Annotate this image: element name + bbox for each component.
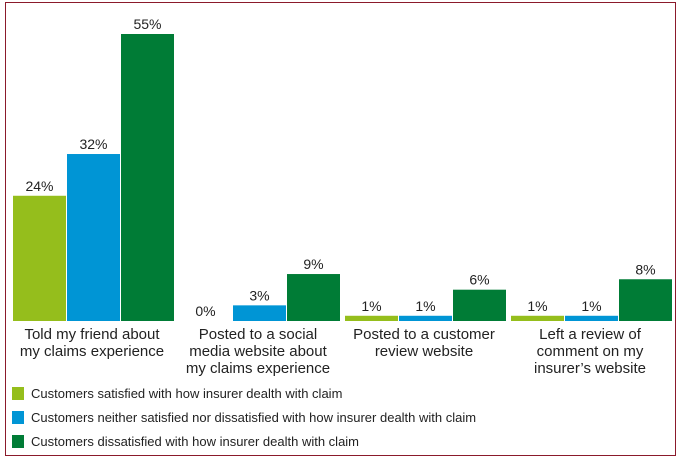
data-label: 3% — [249, 287, 269, 303]
category-label-line: my claims experience — [19, 343, 165, 360]
bar — [619, 279, 672, 321]
bar — [67, 154, 120, 321]
data-label: 1% — [361, 298, 381, 314]
legend-swatch — [12, 387, 24, 400]
category-label: Left a review of comment on my insurer’s w… — [507, 326, 673, 377]
category-label: Told my friend about my claims experience — [9, 326, 175, 360]
data-label: 6% — [469, 272, 489, 288]
bar — [511, 315, 564, 321]
legend-swatch — [12, 435, 24, 448]
category-label-line: my claims experience — [185, 360, 331, 377]
category-label: Posted to a social media website about my … — [175, 326, 341, 377]
bar — [233, 305, 286, 321]
data-label: 0% — [195, 303, 215, 319]
data-label: 55% — [133, 16, 161, 32]
bar — [399, 315, 452, 321]
legend-item: Customers dissatisfied with how insurer … — [12, 434, 359, 449]
bar — [13, 195, 66, 321]
data-label: 1% — [527, 298, 547, 314]
category-label-line: Posted to a customer — [353, 326, 495, 343]
category-label-line: Left a review of — [539, 326, 641, 343]
category-label-line: Posted to a social — [198, 326, 318, 343]
bar — [287, 274, 340, 321]
legend-item: Customers neither satisfied nor dissatis… — [12, 410, 476, 425]
data-label: 1% — [415, 298, 435, 314]
bar — [121, 34, 174, 321]
category-label-line: review website — [374, 343, 474, 360]
legend-label: Customers neither satisfied nor dissatis… — [31, 410, 477, 425]
category-label-line: insurer’s website — [534, 360, 646, 377]
data-label: 9% — [303, 256, 323, 272]
category-label: Posted to a customer review website — [341, 326, 507, 360]
bar — [345, 315, 398, 321]
legend-item: Customers satisfied with how insurer dea… — [12, 386, 342, 401]
chart-frame — [5, 2, 676, 456]
bar — [453, 289, 506, 321]
data-label: 32% — [79, 136, 107, 152]
category-label-line: Told my friend about — [24, 326, 160, 343]
category-label-line: comment on my — [536, 343, 644, 360]
legend-swatch — [12, 411, 24, 424]
data-label: 8% — [635, 261, 655, 277]
data-label: 24% — [25, 178, 53, 194]
legend-label: Customers dissatisfied with how insurer … — [31, 434, 360, 449]
legend-label: Customers satisfied with how insurer dea… — [31, 386, 343, 401]
data-label: 1% — [581, 298, 601, 314]
category-label-line: media website about — [189, 343, 327, 360]
bar — [565, 315, 618, 321]
